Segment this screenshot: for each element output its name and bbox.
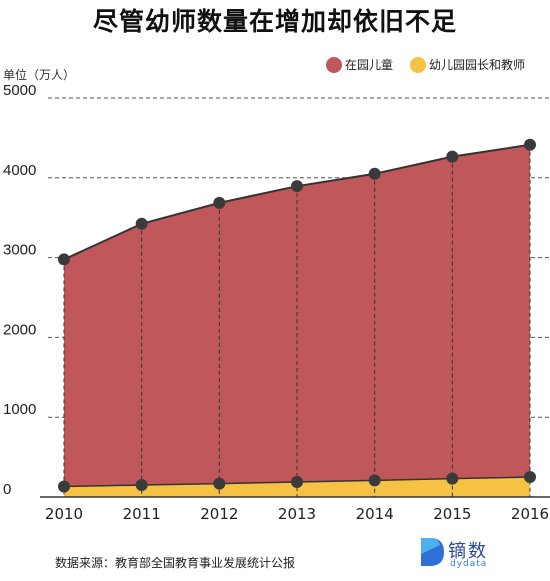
logo-name: 镝数: [448, 541, 488, 562]
data-point-teachers: [213, 477, 226, 490]
y-tick-label: 3000: [3, 242, 36, 259]
data-point-children: [135, 217, 148, 230]
data-point-children: [291, 180, 303, 193]
y-tick-label: 0: [3, 481, 11, 498]
data-point-teachers: [291, 475, 303, 488]
logo-subtitle: dydata: [450, 559, 488, 569]
x-tick-label: 2013: [278, 505, 316, 523]
y-tick-label: 5000: [3, 82, 36, 99]
x-tick-label: 2010: [45, 505, 83, 523]
data-point-teachers: [135, 479, 148, 492]
drop-lines: [63, 144, 531, 497]
source-note: 数据来源：教育部全国教育事业发展统计公报: [55, 556, 296, 570]
data-point-children: [524, 138, 536, 151]
data-point-children: [368, 167, 381, 180]
data-point-teachers: [446, 472, 459, 485]
legend-label: 幼儿园园长和教师: [429, 57, 525, 72]
y-tick-label: 2000: [3, 321, 36, 338]
x-tick-label: 2014: [356, 505, 394, 523]
data-point-teachers: [524, 471, 536, 484]
data-point-children: [213, 196, 226, 209]
data-point-children: [58, 253, 70, 266]
x-tick-label: 2016: [511, 505, 549, 523]
x-tick-label: 2011: [123, 505, 161, 523]
x-tick-label: 2015: [433, 505, 471, 523]
chart-title: 尽管幼师数量在增加却依旧不足: [92, 7, 457, 36]
axes: 5000 4000 3000 2000 1000 0 单位（万人） 2010 2011 2012 2…: [3, 67, 550, 523]
legend: 在园儿童 幼儿园园长和教师: [326, 57, 525, 73]
y-axis-label: 单位（万人）: [3, 67, 75, 82]
x-tick-label: 2012: [200, 505, 238, 523]
logo-mark-icon: [421, 538, 444, 566]
legend-swatch: [326, 57, 342, 73]
y-tick-label: 1000: [3, 401, 36, 418]
data-points: [58, 138, 536, 493]
data-point-teachers: [58, 480, 70, 493]
data-point-teachers: [368, 474, 381, 487]
brand-logo: 镝数 dydata: [418, 534, 528, 574]
legend-label: 在园儿童: [345, 57, 393, 72]
legend-swatch: [410, 57, 426, 73]
y-tick-label: 4000: [3, 162, 36, 179]
data-point-children: [446, 150, 459, 163]
